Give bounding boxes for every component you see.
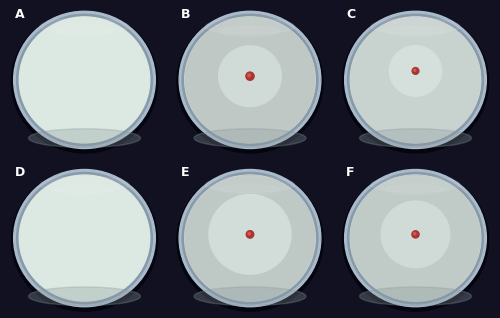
Ellipse shape [220, 26, 280, 37]
Circle shape [246, 72, 254, 80]
Circle shape [248, 74, 250, 77]
Circle shape [414, 69, 416, 72]
Ellipse shape [360, 129, 472, 147]
Ellipse shape [182, 14, 318, 146]
Ellipse shape [360, 287, 472, 306]
Ellipse shape [14, 169, 156, 307]
Ellipse shape [177, 11, 323, 153]
Ellipse shape [371, 18, 460, 34]
Ellipse shape [14, 11, 156, 149]
Ellipse shape [386, 184, 446, 195]
Ellipse shape [19, 17, 150, 143]
Ellipse shape [40, 176, 129, 193]
Text: D: D [15, 166, 26, 179]
Ellipse shape [342, 11, 488, 153]
Ellipse shape [16, 172, 152, 304]
Circle shape [414, 232, 416, 235]
Ellipse shape [209, 195, 291, 274]
Ellipse shape [179, 11, 321, 149]
Ellipse shape [344, 169, 486, 307]
Circle shape [412, 231, 419, 238]
Ellipse shape [218, 46, 282, 107]
Ellipse shape [177, 169, 323, 311]
Text: B: B [180, 8, 190, 21]
Text: A: A [15, 8, 25, 21]
Ellipse shape [194, 287, 306, 306]
Ellipse shape [344, 11, 486, 149]
Ellipse shape [185, 17, 315, 142]
Ellipse shape [342, 169, 488, 311]
Text: E: E [180, 166, 189, 179]
Ellipse shape [16, 14, 152, 146]
Text: C: C [346, 8, 356, 21]
Circle shape [246, 231, 254, 238]
Ellipse shape [179, 169, 321, 307]
Ellipse shape [28, 287, 140, 306]
Ellipse shape [12, 169, 158, 311]
Ellipse shape [54, 184, 114, 195]
Ellipse shape [185, 176, 315, 301]
Ellipse shape [220, 184, 280, 195]
Ellipse shape [390, 45, 442, 96]
Circle shape [412, 68, 419, 74]
Ellipse shape [40, 18, 129, 34]
Ellipse shape [19, 175, 150, 301]
Ellipse shape [206, 176, 294, 193]
Ellipse shape [381, 201, 450, 268]
Ellipse shape [348, 172, 484, 304]
Ellipse shape [28, 129, 140, 147]
Ellipse shape [350, 17, 481, 143]
Ellipse shape [350, 175, 481, 301]
Ellipse shape [386, 26, 446, 37]
Text: F: F [346, 166, 354, 179]
Ellipse shape [184, 17, 316, 143]
Ellipse shape [182, 172, 318, 304]
Ellipse shape [350, 17, 480, 142]
Ellipse shape [194, 129, 306, 147]
Ellipse shape [54, 26, 114, 37]
Ellipse shape [371, 176, 460, 193]
Ellipse shape [206, 18, 294, 34]
Circle shape [248, 232, 250, 235]
Ellipse shape [184, 175, 316, 301]
Ellipse shape [12, 11, 158, 153]
Ellipse shape [348, 14, 484, 146]
Ellipse shape [350, 176, 480, 301]
